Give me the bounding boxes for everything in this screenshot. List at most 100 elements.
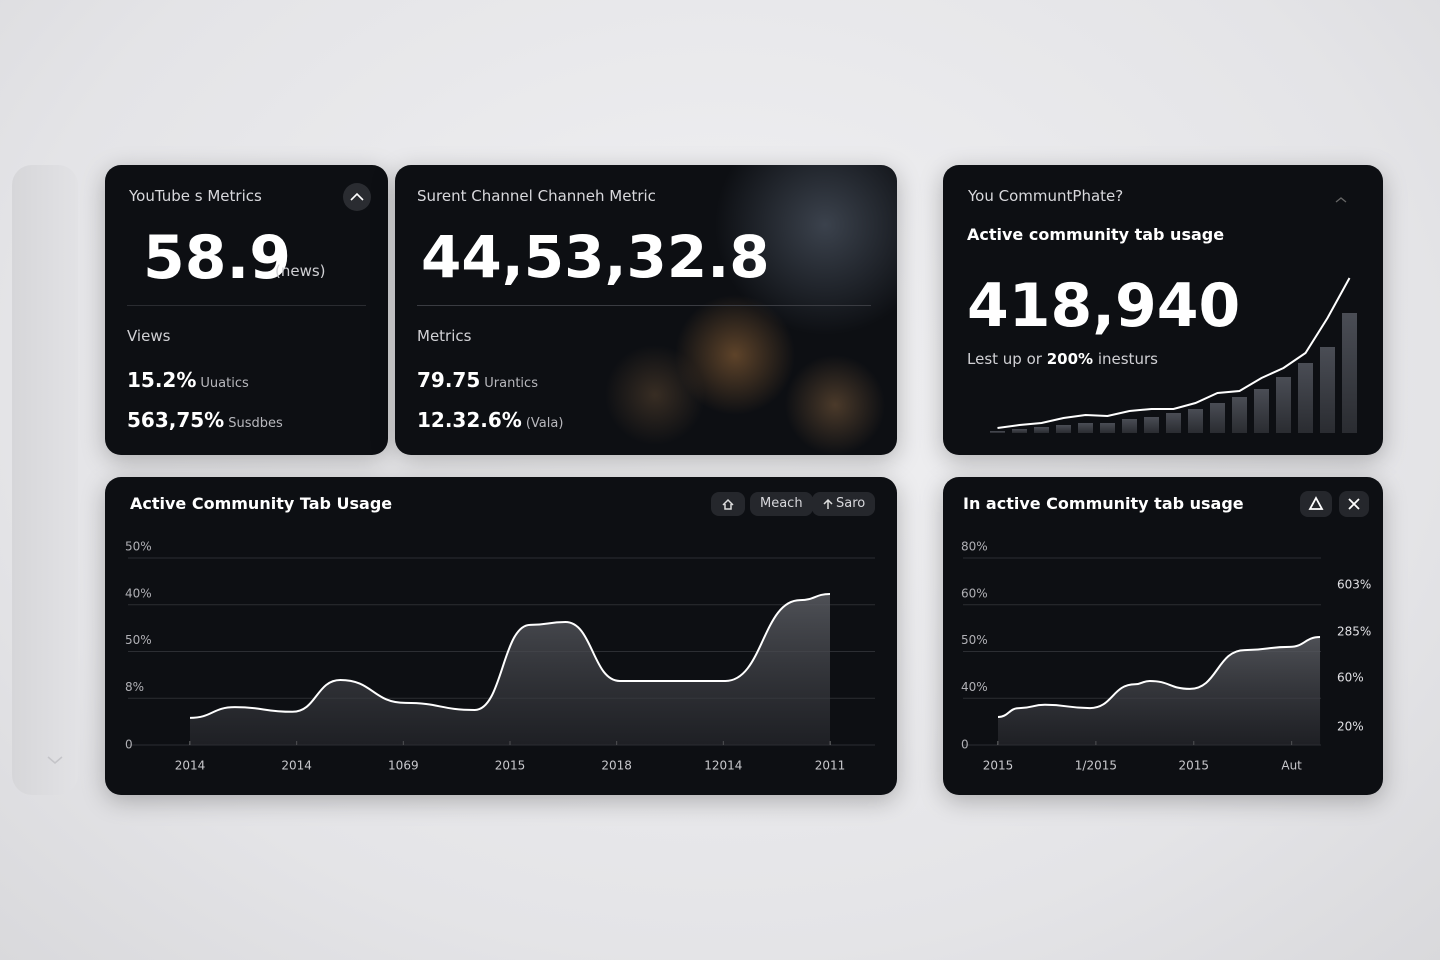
- line: [189, 592, 831, 719]
- bar: [1254, 389, 1269, 433]
- bar: [1034, 427, 1049, 433]
- x-tick-label: 2015: [1178, 759, 1209, 773]
- arrow-icon: [823, 498, 833, 509]
- bar: [1100, 423, 1115, 433]
- bar: [1122, 419, 1137, 433]
- card-subtitle: Active community tab usage: [967, 225, 1225, 244]
- note-text: Lest up or: [967, 350, 1042, 368]
- divider: [417, 305, 871, 306]
- line: [997, 636, 1321, 718]
- mini-chart: [990, 197, 1357, 433]
- y-tick-label: 60%: [961, 586, 988, 600]
- stat-row: 563,75% Susdbes: [127, 408, 283, 432]
- area: [998, 637, 1321, 745]
- y-tick-label: 40%: [125, 586, 152, 600]
- bar: [990, 431, 1005, 433]
- stat-label: Susdbes: [228, 416, 283, 431]
- divider: [127, 305, 366, 306]
- chart-title: In active Community tab usage: [963, 494, 1244, 513]
- metric-card: You CommuntPhate? Active community tab u…: [943, 165, 1383, 455]
- chart-title: Active Community Tab Usage: [130, 494, 393, 513]
- bar: [1012, 429, 1027, 433]
- bar: [1166, 413, 1181, 433]
- line-chart: 0 8% 50% 40% 50% 2014 2014 1069 2015 2018 12014 201…: [125, 540, 875, 773]
- bar: [1210, 403, 1225, 433]
- metric-note: Lest up or 200% inesturs: [967, 350, 1158, 368]
- filter-button[interactable]: Saro: [812, 492, 876, 516]
- x-tick-label: 2018: [601, 759, 632, 773]
- alert-icon: [1308, 496, 1324, 510]
- chevron: [350, 192, 364, 201]
- sidebar: [12, 165, 78, 795]
- card-title: You CommuntPhate?: [968, 187, 1124, 205]
- line-chart: 0 40% 50% 60% 80% 20% 60% 285% 603% 2015 1/2015 201…: [961, 540, 1371, 773]
- y2-tick-label: 60%: [1337, 671, 1364, 685]
- bar: [1320, 347, 1335, 433]
- y-tick-label: 0: [125, 738, 133, 752]
- stat-row: 12.32.6% (Vala): [417, 408, 563, 432]
- y-tick-label: 80%: [961, 540, 988, 554]
- alert-button[interactable]: [1300, 491, 1332, 517]
- stat-value: 12.32.6%: [417, 408, 522, 432]
- metric-value: 418,940: [967, 271, 1241, 341]
- y-tick-label: 50%: [961, 633, 988, 647]
- x-tick-label: 2014: [175, 759, 206, 773]
- chart-card: 0 8% 50% 40% 50% 2014 2014 1069 2015 2018 12014 201…: [105, 477, 897, 795]
- card-title: YouTube s Metrics: [129, 187, 262, 205]
- metric-value: 58.9: [143, 223, 292, 293]
- bar: [1144, 417, 1159, 433]
- bar: [1342, 313, 1357, 433]
- note-highlight: 200%: [1046, 350, 1094, 368]
- bar: [1276, 377, 1291, 433]
- y-tick-label: 50%: [125, 633, 152, 647]
- x-tick-label: 2015: [983, 759, 1014, 773]
- chart-card: 0 40% 50% 60% 80% 20% 60% 285% 603% 2015 1/2015 201…: [943, 477, 1383, 795]
- y-tick-label: 0: [961, 738, 969, 752]
- x-tick-label: 2014: [281, 759, 312, 773]
- trend-line: [997, 277, 1351, 429]
- close-button[interactable]: [1339, 491, 1369, 517]
- stat-row: 79.75 Urantics: [417, 368, 538, 392]
- metric-label: Views: [127, 327, 171, 345]
- bar: [1056, 425, 1071, 433]
- y-tick-label: 8%: [125, 680, 144, 694]
- area: [190, 593, 830, 745]
- y-tick-label: 50%: [125, 540, 152, 554]
- y2-tick-label: 603%: [1337, 578, 1371, 592]
- metric-card: Surent Channel Channeh Metric 44,53,32.8…: [395, 165, 897, 455]
- metric-value: 44,53,32.8: [421, 223, 770, 291]
- stat-label: Urantics: [484, 376, 538, 391]
- card-title: Surent Channel Channeh Metric: [417, 187, 656, 205]
- sidebar-icon: [47, 756, 63, 764]
- x-tick-label: 12014: [704, 759, 742, 773]
- metric-unit: (news): [275, 262, 326, 280]
- button-label: Saro: [836, 496, 866, 511]
- metric-label: Metrics: [417, 327, 472, 345]
- note-text: inesturs: [1097, 350, 1158, 368]
- collapse-button[interactable]: [343, 183, 371, 211]
- x-tick-label: 1069: [388, 759, 419, 773]
- y-tick-label: 40%: [961, 680, 988, 694]
- x-tick-label: 2011: [815, 759, 846, 773]
- bar: [1232, 397, 1247, 433]
- home-button[interactable]: [711, 492, 745, 516]
- stat-value: 563,75%: [127, 408, 225, 432]
- bar: [1078, 423, 1093, 433]
- x-tick-label: 1/2015: [1075, 759, 1117, 773]
- home-icon: [722, 498, 734, 510]
- y2-tick-label: 20%: [1337, 719, 1364, 733]
- bar: [1188, 409, 1203, 433]
- y2-tick-label: 285%: [1337, 624, 1371, 638]
- bar: [1298, 363, 1313, 433]
- x-tick-label: 2015: [495, 759, 526, 773]
- x-tick-label: Aut: [1281, 759, 1302, 773]
- filter-button[interactable]: Meach: [750, 492, 813, 516]
- stat-row: 15.2% Uuatics: [127, 368, 249, 392]
- stat-value: 15.2%: [127, 368, 197, 392]
- stat-label: Uuatics: [200, 376, 249, 391]
- stat-label: (Vala): [525, 416, 564, 431]
- metric-card: YouTube s Metrics 58.9 (news) Views 15.2…: [105, 165, 388, 455]
- stat-value: 79.75: [417, 368, 481, 392]
- close-icon: [1348, 498, 1360, 510]
